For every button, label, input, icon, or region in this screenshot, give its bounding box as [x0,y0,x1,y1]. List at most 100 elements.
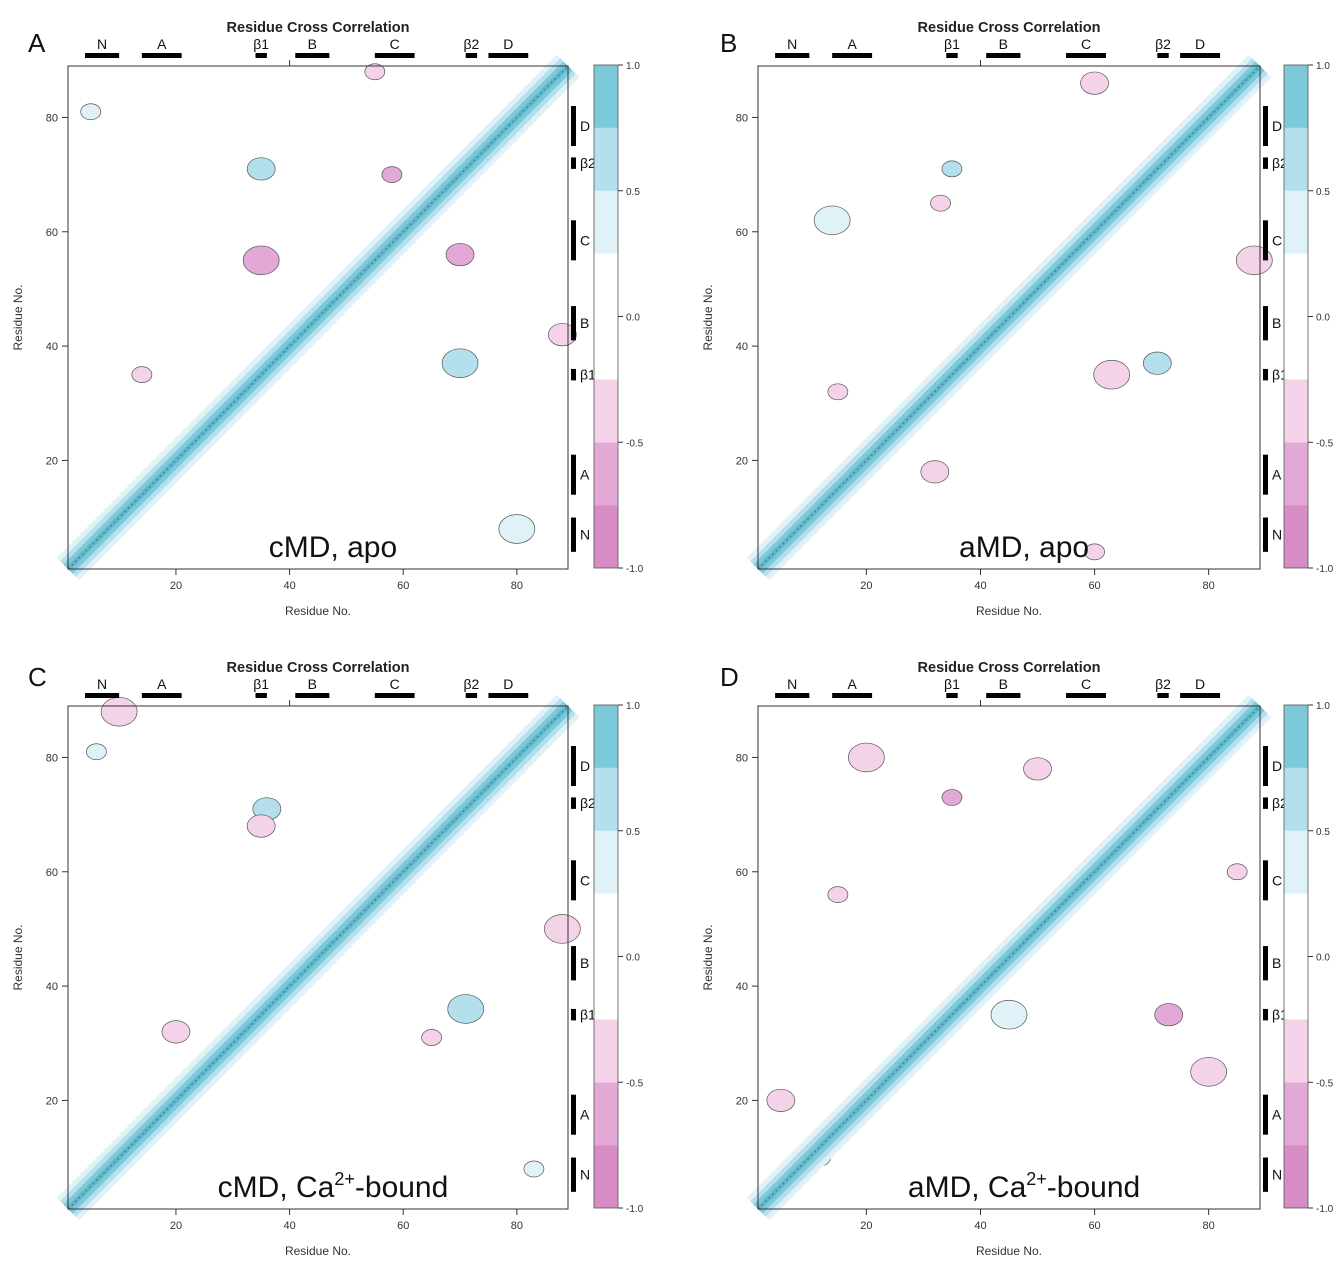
correlation-region [1226,863,1248,881]
structure-label-top: C [1081,36,1091,52]
y-tick-label: 40 [736,981,748,993]
correlation-region [131,366,153,384]
structure-bar-top [1180,53,1221,58]
structure-label-top: N [97,36,107,52]
structure-label-right: N [580,1167,590,1183]
structure-bar-right [1263,220,1268,261]
x-tick-label: 40 [974,580,986,592]
structure-label-top: D [1195,36,1205,52]
structure-label-top: D [503,676,513,692]
y-tick-label: 40 [736,341,748,353]
colorbar-tick-label: -0.5 [626,1078,644,1089]
caption-tail: -bound [1047,1171,1140,1204]
structure-label-top: D [1195,676,1205,692]
x-axis-label: Residue No. [285,1244,351,1257]
structure-label-right: D [1272,118,1282,134]
y-tick-label: 60 [736,227,748,239]
colorbar-bin [594,705,618,768]
structure-bar-right [571,454,576,495]
structure-label-right: N [1272,1167,1282,1183]
colorbar-bin [594,893,618,1020]
colorbar-bin [1284,1019,1308,1083]
x-tick-label: 40 [283,1220,295,1232]
colorbar-tick-label: -0.5 [626,438,644,449]
colorbar-tick-label: -0.5 [1316,438,1334,449]
colorbar-bin [1284,1082,1308,1146]
correlation-region [381,166,403,183]
structure-bar-right [1263,157,1268,169]
correlation-region [421,1029,442,1046]
structure-bar-right [571,306,576,341]
colorbar-tick-label: 0.0 [1316,953,1330,964]
colorbar: 1.0 0.5 0.0 -0.5 -1.0 [1283,61,1334,575]
structure-label-top: β1 [253,36,269,52]
structure-bar-right [571,1157,576,1192]
caption-base: cMD, Ca [218,1171,335,1204]
structure-label-top: B [308,36,317,52]
structure-label-top: β1 [944,676,960,692]
structure-bar-top [832,53,873,58]
structure-label-top: β1 [944,36,960,52]
diagonal-line [757,65,1261,570]
x-tick-label: 80 [1203,580,1215,592]
y-axis-label: Residue No. [11,284,25,350]
colorbar-tick-label: 0.0 [1316,313,1330,324]
structure-label-right: β1 [580,1007,596,1023]
y-axis-label: Residue No. [701,284,715,350]
colorbar-tick-label: -1.0 [626,1204,644,1215]
chart-title: Residue Cross Correlation [227,20,410,36]
structure-label-top: N [97,676,107,692]
colorbar-tick-label: 1.0 [626,61,640,72]
colorbar-tick-label: -1.0 [1316,1204,1334,1215]
plot-frame [67,65,569,570]
structure-label-right: A [580,467,590,483]
panel-caption: aMD, Ca2+-bound [908,1169,1140,1204]
correlation-region [930,194,951,212]
structure-label-top: C [1081,676,1091,692]
x-tick-label: 80 [1203,1220,1215,1232]
correlation-region [1023,757,1052,781]
correlation-region [827,383,849,401]
structure-label-top: A [847,676,857,692]
structure-bar-top [465,53,478,58]
correlation-region [766,1088,796,1112]
structure-bar-right [571,106,576,147]
colorbar-bin [1284,379,1308,443]
y-tick-label: 60 [46,867,58,879]
structure-label-right: C [1272,232,1282,248]
colorbar-bin [1284,442,1308,506]
structure-bar-top [374,53,415,58]
correlation-region [1142,351,1172,375]
structure-bar-right [571,368,576,381]
structure-bar-right [571,220,576,261]
structure-bar-right [1263,1157,1268,1192]
structure-bar-top [775,53,810,58]
caption-superscript: 2+ [334,1169,355,1189]
y-tick-label: 20 [46,1095,58,1107]
colorbar-bin [594,830,618,894]
colorbar-tick-label: 1.0 [626,701,640,712]
x-tick-label: 40 [974,1220,986,1232]
structure-bar-right [1263,1094,1268,1135]
colorbar-bin [1284,127,1308,191]
correlation-region [246,157,276,181]
panel-letter: D [720,662,739,692]
x-tick-label: 80 [511,580,523,592]
colorbar: 1.0 0.5 0.0 -0.5 -1.0 [1283,701,1334,1215]
structure-bar-top [255,53,267,58]
structure-label-right: D [580,118,590,134]
structure-label-right: B [580,955,589,971]
structure-label-right: D [1272,758,1282,774]
correlation-region [1190,1057,1228,1087]
correlation-region [1154,1003,1184,1027]
colorbar-bin [1284,893,1308,1020]
y-axis-label: Residue No. [11,924,25,990]
structure-bar-top [488,693,529,698]
caption-tail: -bound [355,1171,448,1204]
correlation-region [990,999,1028,1030]
structure-label-right: β1 [580,367,596,383]
colorbar-bin [1284,505,1308,568]
plot-frame [67,705,569,1210]
